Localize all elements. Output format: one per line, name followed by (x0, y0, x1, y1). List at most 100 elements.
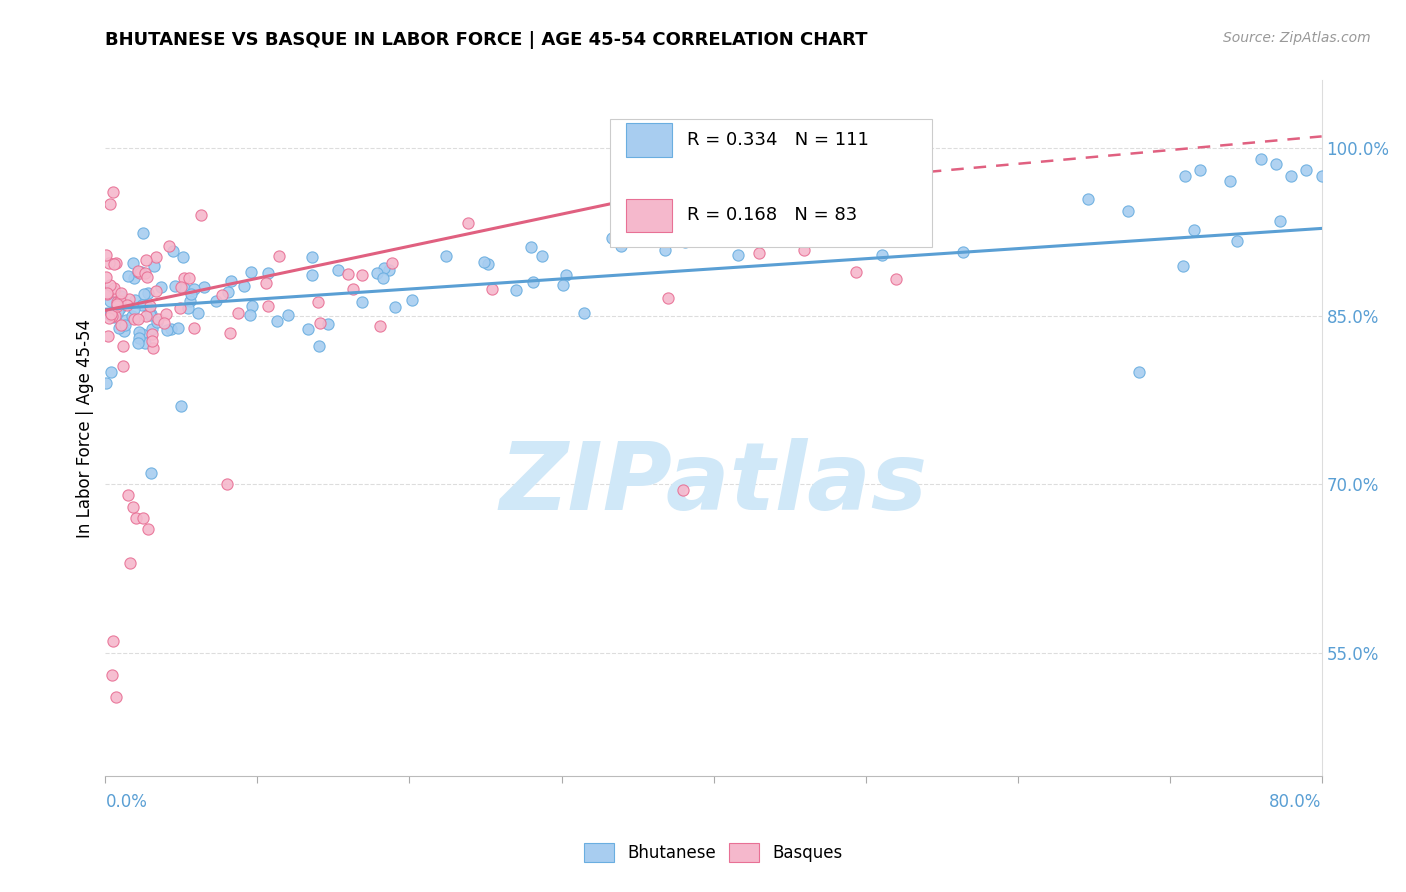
Point (125, 511, 148, 525)
Text: BHUTANESE VS BASQUE IN LABOR FORCE | AGE 45-54 CORRELATION CHART: BHUTANESE VS BASQUE IN LABOR FORCE | AGE… (105, 31, 868, 49)
Point (179, 270, 201, 285)
Point (337, 268, 360, 282)
Point (1128, 365, 1150, 379)
Point (600, 231, 623, 245)
Point (103, 310, 125, 324)
Point (952, 244, 974, 259)
Point (1182, 223, 1205, 237)
Point (884, 271, 907, 285)
Point (373, 260, 395, 275)
Point (121, 500, 143, 514)
Point (135, 298, 157, 312)
Point (135, 253, 157, 268)
Point (101, 634, 124, 648)
Point (233, 278, 256, 293)
Point (97, 329, 120, 343)
Point (127, 336, 149, 351)
Point (146, 311, 169, 326)
Point (378, 263, 401, 277)
Text: 80.0%: 80.0% (1270, 793, 1322, 811)
Point (145, 284, 167, 298)
Point (657, 291, 679, 305)
Point (654, 243, 676, 257)
Point (153, 316, 176, 330)
Point (124, 293, 146, 307)
Point (870, 248, 893, 262)
Point (127, 264, 149, 278)
Point (98, 256, 121, 270)
Point (520, 240, 543, 254)
Point (186, 306, 208, 320)
Point (211, 287, 233, 301)
Point (110, 285, 132, 300)
Point (139, 466, 162, 480)
Point (155, 307, 177, 321)
Point (132, 226, 155, 240)
Point (1174, 169, 1197, 183)
Point (169, 301, 191, 316)
Point (105, 300, 128, 314)
Point (139, 299, 162, 313)
Point (108, 301, 131, 315)
Point (128, 267, 150, 281)
Point (122, 256, 145, 270)
Point (135, 270, 157, 285)
Point (139, 307, 162, 321)
Point (156, 324, 179, 338)
Point (98, 308, 121, 322)
Point (1226, 234, 1249, 248)
Point (301, 268, 323, 282)
Point (145, 251, 167, 265)
Point (97, 311, 120, 326)
Point (122, 301, 145, 316)
Legend: Bhutanese, Basques: Bhutanese, Basques (578, 837, 849, 869)
Point (115, 298, 138, 312)
Point (434, 249, 457, 263)
Point (134, 266, 156, 280)
Point (118, 292, 141, 306)
Point (1250, 152, 1272, 166)
Point (1171, 260, 1194, 274)
Point (748, 245, 770, 260)
Point (277, 308, 299, 322)
Point (368, 319, 391, 334)
Point (96, 286, 118, 301)
Point (96, 286, 118, 301)
Point (1116, 203, 1139, 218)
Point (269, 249, 291, 263)
Point (127, 312, 149, 326)
Text: R = 0.168   N = 83: R = 0.168 N = 83 (686, 206, 858, 224)
Point (905, 219, 928, 234)
Point (179, 294, 201, 309)
Point (114, 324, 136, 338)
Point (505, 284, 527, 298)
FancyBboxPatch shape (626, 199, 672, 232)
Point (141, 334, 163, 348)
Point (183, 282, 205, 296)
Point (170, 280, 193, 294)
Point (472, 255, 495, 269)
Point (352, 268, 374, 283)
Y-axis label: In Labor Force | Age 45-54: In Labor Force | Age 45-54 (76, 318, 94, 538)
Point (373, 271, 395, 285)
Point (254, 277, 277, 291)
Point (606, 226, 628, 240)
Point (98, 293, 121, 308)
Point (226, 306, 249, 320)
Point (105, 294, 128, 309)
Point (266, 314, 288, 328)
Point (100, 307, 122, 321)
Point (121, 309, 143, 323)
Point (172, 250, 194, 264)
Point (309, 316, 332, 330)
Point (217, 477, 239, 491)
Point (141, 326, 163, 341)
Point (257, 266, 280, 280)
Point (316, 317, 339, 331)
Point (141, 321, 163, 335)
Point (173, 281, 195, 295)
Point (1188, 163, 1211, 178)
Point (342, 282, 364, 296)
Point (103, 257, 125, 271)
Point (103, 284, 125, 298)
